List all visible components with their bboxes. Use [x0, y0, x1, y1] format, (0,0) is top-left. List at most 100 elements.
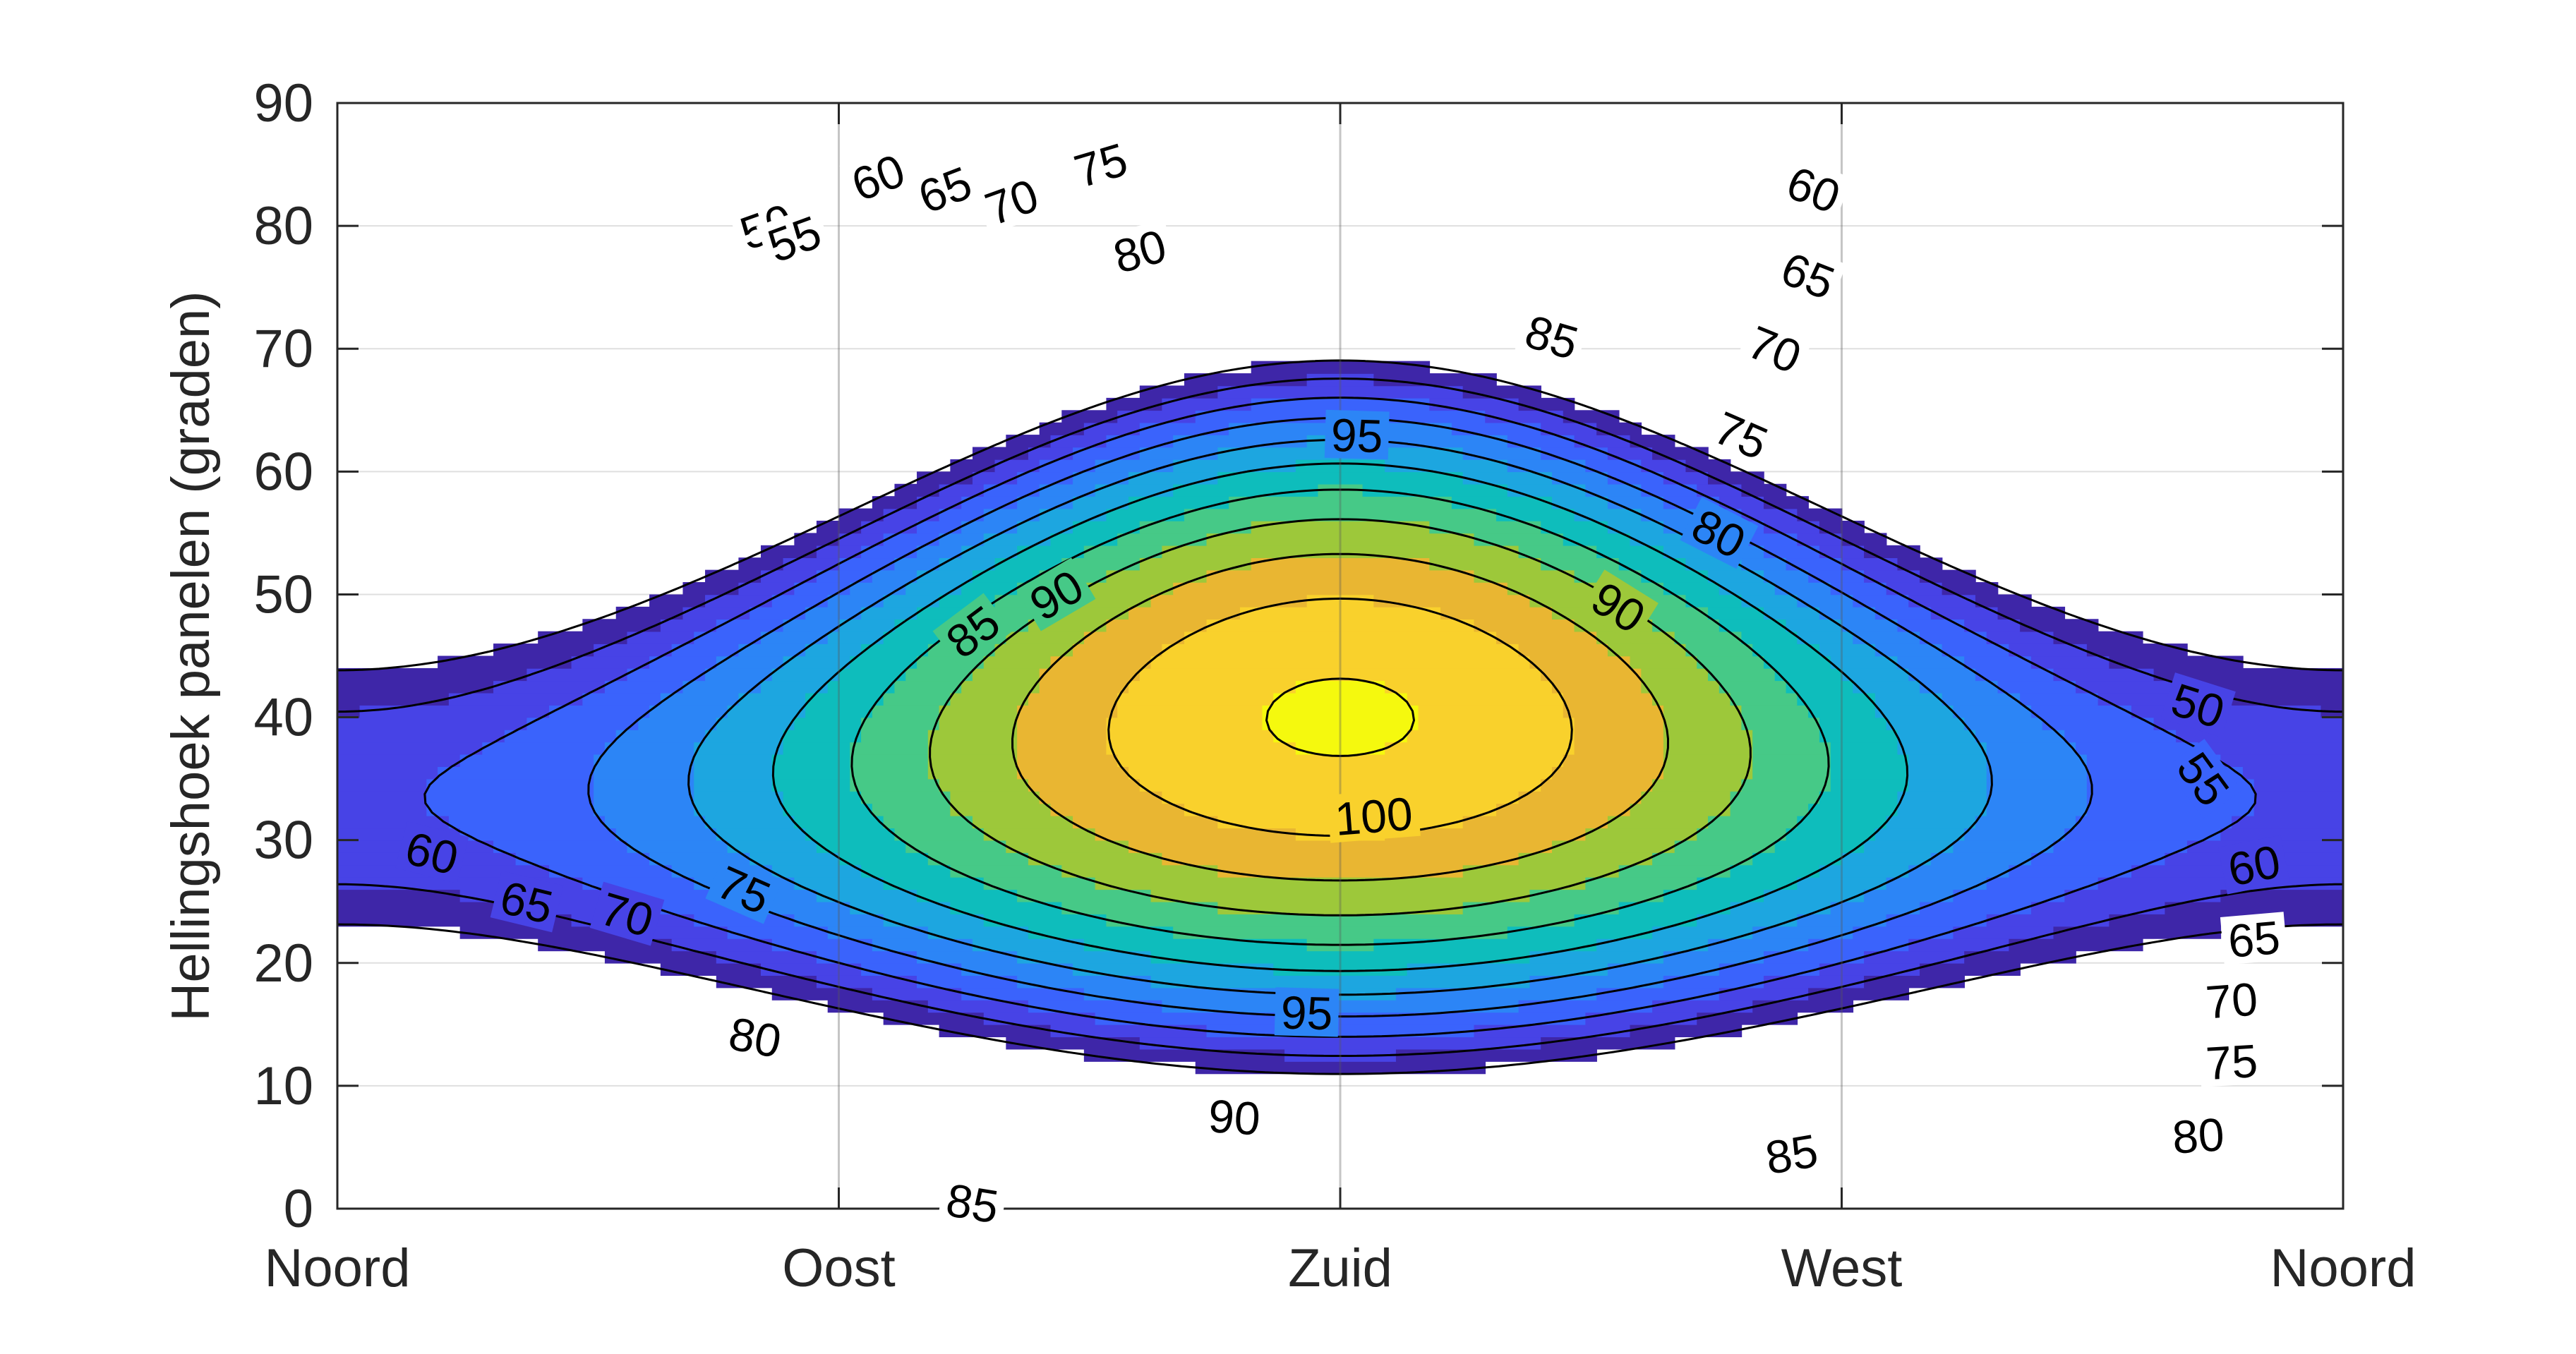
contour-band — [1719, 962, 1820, 976]
x-tick-label: Noord — [265, 1238, 411, 1298]
contour-label-bg — [1579, 569, 1659, 644]
contour-band — [1173, 926, 1508, 939]
contour-band — [1395, 1048, 1597, 1062]
contour-band — [1607, 447, 1653, 460]
contour-band — [1507, 459, 1587, 473]
contour-band — [927, 729, 1018, 743]
contour-band — [1763, 655, 1831, 669]
contour-band — [1797, 594, 1854, 608]
contour-band — [2030, 852, 2166, 866]
contour-band — [2109, 655, 2244, 669]
contour-band — [1663, 766, 1753, 780]
contour-band — [1083, 545, 1163, 559]
contour-band — [1741, 631, 1798, 644]
contour-band — [838, 852, 929, 866]
contour-band — [682, 680, 762, 694]
contour-band — [2030, 901, 2166, 914]
contour-band — [1217, 864, 1464, 878]
contour-band — [1641, 606, 1709, 620]
contour-band — [2064, 889, 2222, 902]
contour-band — [716, 619, 784, 632]
contour-band — [1964, 950, 2076, 964]
contour-band — [1073, 643, 1163, 657]
contour-band — [716, 655, 784, 669]
contour-band — [1061, 864, 1219, 878]
contour-band — [426, 791, 594, 804]
contour-band — [816, 950, 917, 964]
contour-band — [1730, 901, 1831, 914]
contour-band — [1719, 619, 1787, 632]
contour-band — [1551, 680, 1642, 694]
contour-band — [1786, 557, 1843, 571]
contour-band — [337, 742, 483, 755]
contour-band — [1853, 631, 1920, 644]
contour-band — [1819, 520, 1865, 534]
contour-band — [1173, 582, 1508, 596]
contour-band — [1797, 815, 1887, 829]
contour-band — [794, 914, 884, 927]
contour-band — [1730, 864, 1820, 878]
contour-band — [716, 975, 817, 989]
contour-band — [805, 643, 862, 657]
contour-band — [927, 742, 1018, 755]
contour-band — [872, 938, 973, 952]
contour-band — [1251, 557, 1431, 571]
contour-band — [627, 631, 695, 644]
contour-band — [1162, 1000, 1519, 1013]
contour-band — [1797, 876, 1887, 890]
contour-line-70 — [687, 438, 1993, 996]
contour-band — [983, 876, 1096, 890]
contour-band — [705, 815, 795, 829]
contour-band — [1741, 533, 1798, 546]
contour-band — [1106, 914, 1575, 927]
contour-band — [694, 631, 762, 644]
contour-band — [515, 852, 650, 866]
contour-band — [1073, 520, 1140, 534]
y-axis-tick-labels: 0 10 20 30 40 50 60 70 80 90 — [253, 73, 313, 1239]
contour-band — [1529, 950, 1664, 964]
contour-band — [1819, 864, 1910, 878]
contour-band — [1518, 791, 1642, 804]
contour-band — [1774, 582, 1831, 596]
contour-band — [1908, 594, 1976, 608]
x-tick-label: Zuid — [1288, 1238, 1392, 1298]
contour-band — [783, 619, 840, 632]
contour-band — [1585, 1012, 1698, 1025]
contour-band — [2053, 840, 2188, 853]
contour-label-65: 65 — [906, 155, 983, 223]
contour-band — [1050, 803, 1185, 816]
contour-band — [459, 926, 628, 939]
contour-band — [1128, 680, 1296, 694]
contour-band — [1697, 914, 1798, 927]
contour-band — [1039, 791, 1163, 804]
contour-label-90: 90 — [1200, 1089, 1268, 1145]
contour-band — [872, 987, 962, 1001]
contour-band — [571, 655, 650, 669]
contour-band — [359, 705, 550, 718]
contour-band — [1874, 828, 1965, 841]
contour-band — [1774, 840, 1865, 853]
contour-band — [2253, 791, 2343, 804]
contour-band — [1006, 435, 1052, 448]
contour-band — [1641, 680, 1720, 694]
contour-band — [671, 643, 740, 657]
contour-band — [1752, 742, 1831, 755]
contour-band — [972, 815, 1073, 829]
contour-band — [905, 667, 973, 682]
contour-band — [1730, 692, 1798, 706]
contour-band — [1730, 791, 1820, 804]
contour-band — [983, 828, 1096, 841]
contour-band — [1630, 1024, 1743, 1038]
contour-band — [1541, 520, 1608, 534]
contour-band — [1139, 778, 1541, 792]
contour-band — [615, 828, 717, 841]
contour-band — [1184, 508, 1497, 521]
contour-band — [983, 655, 1052, 669]
contour-band — [872, 803, 951, 816]
contour-band — [1017, 520, 1073, 534]
contour-band — [1986, 631, 2054, 644]
contour-label-95: 95 — [1274, 986, 1340, 1039]
contour-band — [705, 729, 784, 743]
contour-label-text: 65 — [495, 871, 558, 933]
